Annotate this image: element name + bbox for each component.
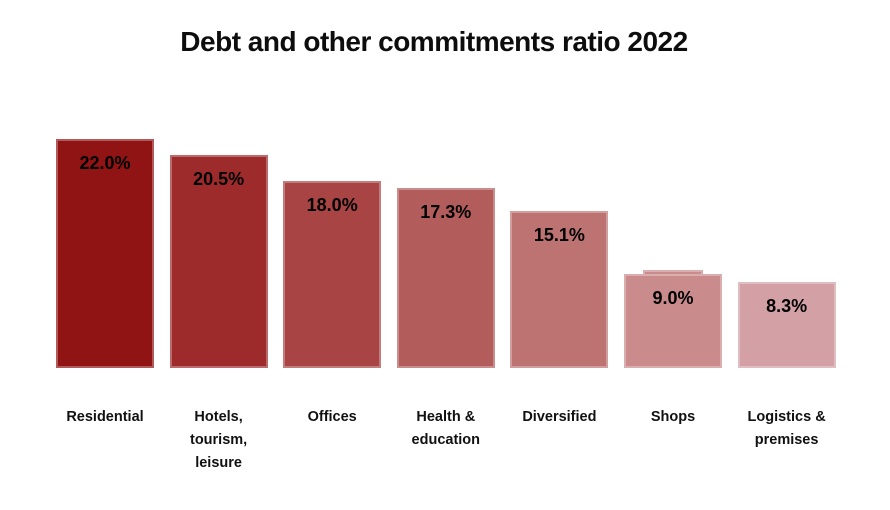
- category-label-diversified: Diversified: [489, 406, 629, 429]
- bar-hotels-tourism-leisure: 20.5%: [169, 155, 268, 368]
- bar-shops: 9.0%: [624, 274, 722, 368]
- bar-value-label: 18.0%: [306, 195, 358, 215]
- category-label-shops: Shops: [603, 406, 743, 429]
- category-label-residential: Residential: [35, 406, 175, 429]
- bar-residential: 22.0%: [56, 139, 154, 368]
- bar-value-label: 20.5%: [193, 169, 245, 189]
- category-label-line: Health &: [416, 409, 476, 425]
- category-label-line: Hotels,: [194, 409, 243, 425]
- bar-value-label: 9.0%: [652, 288, 694, 308]
- bar-logistics-premises: 8.3%: [737, 282, 836, 368]
- bar-value-label: 15.1%: [533, 225, 585, 245]
- category-label-line: Diversified: [522, 409, 597, 425]
- bar-offices: 18.0%: [283, 181, 382, 368]
- category-label-health-education: Health & education: [376, 406, 516, 452]
- category-label-line: education: [411, 432, 481, 448]
- bar-diversified: 15.1%: [510, 211, 609, 368]
- category-label-offices: Offices: [262, 406, 402, 429]
- category-label-line: premises: [754, 432, 819, 448]
- bar-value-label: 8.3%: [766, 296, 808, 316]
- category-label-line: Logistics &: [747, 409, 826, 425]
- category-label-line: Residential: [66, 409, 144, 425]
- category-label-line: Offices: [307, 409, 357, 425]
- category-label-line: leisure: [195, 455, 242, 471]
- chart-title: Debt and other commitments ratio 2022: [180, 26, 688, 57]
- bar-health-education: 17.3%: [396, 188, 495, 368]
- bar-value-label: 22.0%: [79, 153, 131, 173]
- category-label-hotels-tourism-leisure: Hotels, tourism, leisure: [149, 406, 289, 475]
- bar-value-label: 17.3%: [420, 202, 472, 222]
- category-label-logistics-premises: Logistics & premises: [717, 406, 857, 452]
- category-label-line: Shops: [650, 409, 696, 425]
- category-label-line: tourism,: [189, 432, 248, 448]
